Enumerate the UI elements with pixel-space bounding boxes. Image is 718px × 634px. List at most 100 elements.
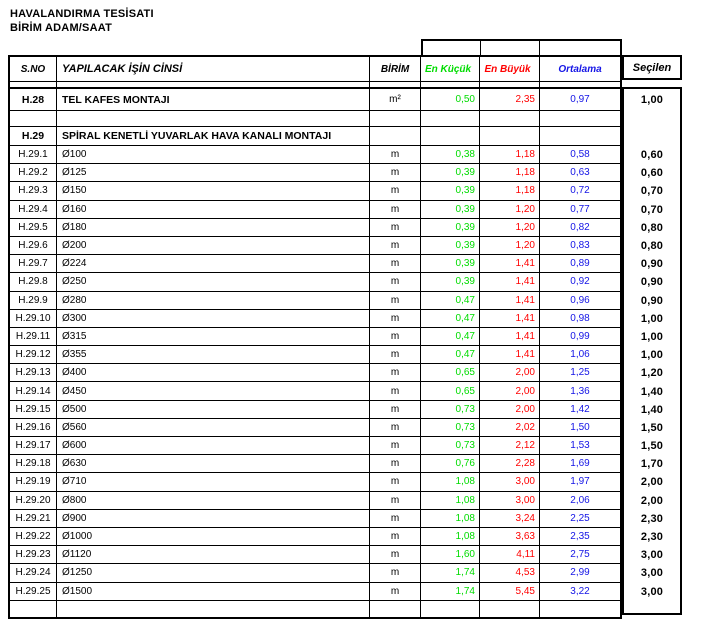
cell-min: 0,76 [421,455,480,473]
cell-selected: 0,80 [640,240,664,253]
cell-selected: 3,00 [640,549,664,562]
table-row: H.29.4 Ø160 m 0,39 1,20 0,77 [10,200,620,219]
cell-sno: H.29.8 [10,273,57,291]
cell-unit [370,127,421,145]
table-row: H.29.25 Ø1500 m 1,74 5,45 3,22 [10,582,620,601]
cell-avg: 1,69 [570,458,590,470]
cell-sno: H.29.24 [10,564,57,582]
cell-job: Ø1250 [57,564,370,582]
table-row: H.29.21 Ø900 m 1,08 3,24 2,25 [10,509,620,528]
cell-min: 0,39 [421,236,480,255]
table-row: H.29.15 Ø500 m 0,73 2,00 1,42 [10,400,620,419]
table-row: H.28 TEL KAFES MONTAJI m² 0,50 2,35 0,97 [10,89,620,111]
cell-job: Ø710 [57,473,370,491]
cell-unit: m [370,527,421,546]
stats-header-spacer-row [421,39,622,56]
cell-job: Ø300 [57,309,370,327]
cell-avg: 1,36 [570,385,590,397]
table-row: H.29.11 Ø315 m 0,47 1,41 0,99 [10,327,620,347]
cell-unit: m [370,146,421,164]
cell-unit: m [370,546,421,564]
cell-min: 0,39 [421,273,480,291]
cell-job: Ø1120 [57,546,370,564]
cell-job: Ø200 [57,236,370,255]
table-row: H.29.22 Ø1000 m 1,08 3,63 2,35 [10,527,620,547]
cell-sno: H.28 [10,89,57,110]
cell-unit: m [370,255,421,273]
cell-selected: 1,50 [640,440,664,453]
cell-sno: H.29.20 [10,491,57,509]
spacer-cell [480,82,540,87]
cell-sno: H.29.13 [10,364,57,382]
cell-avg [540,111,620,126]
cell-min: 0,38 [421,146,480,164]
cell-sno: H.29.16 [10,418,57,436]
table-row: H.29.23 Ø1120 m 1,60 4,11 2,75 [10,546,620,565]
cell-job: Ø224 [57,255,370,273]
table-row: H.29.6 Ø200 m 0,39 1,20 0,83 [10,236,620,256]
cell-unit: m [370,164,421,182]
cell-avg: 0,89 [570,258,590,270]
cell-sno: H.29.21 [10,509,57,527]
cell-min: 0,39 [421,164,480,182]
cell-sno: H.29 [10,127,57,145]
cell-max: 3,24 [480,509,540,527]
cell-avg: 0,58 [570,149,590,161]
cell-max: 1,18 [480,164,540,182]
cell-sno: H.29.6 [10,236,57,255]
cell-selected: 0,90 [640,294,664,307]
header-min: En Küçük [421,57,480,81]
cell-max: 1,20 [480,200,540,218]
cell-max: 3,00 [480,491,540,509]
cell-min: 1,74 [421,564,480,582]
table-row [10,111,620,127]
cell-max: 2,00 [480,382,540,400]
cell-unit: m [370,400,421,418]
cell-avg: 1,97 [570,476,590,488]
cell-max: 3,00 [480,473,540,491]
title-line-2: BİRİM ADAM/SAAT [10,22,112,34]
cell-unit: m [370,364,421,382]
cell-unit [370,111,421,126]
cell-job: Ø400 [57,364,370,382]
cell-avg: 0,83 [570,240,590,252]
cell-sno [10,600,57,617]
unit-man-hour-table: S.NO YAPILACAK İŞİN CİNSİ BİRİM En Küçük… [8,55,622,619]
cell-selected: 1,20 [640,367,664,380]
cell-selected: 0,80 [640,221,664,234]
cell-avg: 0,77 [570,203,590,215]
cell-min: 0,65 [421,364,480,382]
table-row [10,600,620,617]
cell-job: SPİRAL KENETLİ YUVARLAK HAVA KANALI MONT… [57,127,370,145]
table-row: H.29.14 Ø450 m 0,65 2,00 1,36 [10,382,620,401]
cell-unit: m [370,418,421,436]
cell-selected: 2,30 [640,531,664,544]
header-unit: BİRİM [370,57,421,81]
table-row: H.29 SPİRAL KENETLİ YUVARLAK HAVA KANALI … [10,127,620,146]
cell-avg: 2,75 [570,549,590,561]
cell-selected: 3,00 [640,567,664,580]
cell-selected: 1,40 [640,385,664,398]
cell-unit: m [370,564,421,582]
cell-sno: H.29.5 [10,218,57,236]
table-row: H.29.20 Ø800 m 1,08 3,00 2,06 [10,491,620,510]
cell-job: Ø450 [57,382,370,400]
table-row: H.29.12 Ø355 m 0,47 1,41 1,06 [10,346,620,365]
cell-selected: 2,00 [640,494,664,507]
cell-avg: 0,99 [570,330,590,342]
cell-max: 1,18 [480,146,540,164]
cell-min: 1,08 [421,509,480,527]
cell-unit: m [370,218,421,236]
cell-max: 2,02 [480,418,540,436]
cell-selected: 1,70 [640,458,664,471]
cell-selected: 0,70 [640,185,664,198]
cell-selected: 1,00 [640,349,664,362]
cell-job [57,600,370,617]
cell-avg: 2,35 [570,531,590,543]
cell-selected: 1,50 [640,421,664,434]
cell-unit: m² [370,89,421,110]
cell-max: 4,11 [480,546,540,564]
cell-unit: m [370,491,421,509]
cell-max: 5,45 [480,582,540,600]
